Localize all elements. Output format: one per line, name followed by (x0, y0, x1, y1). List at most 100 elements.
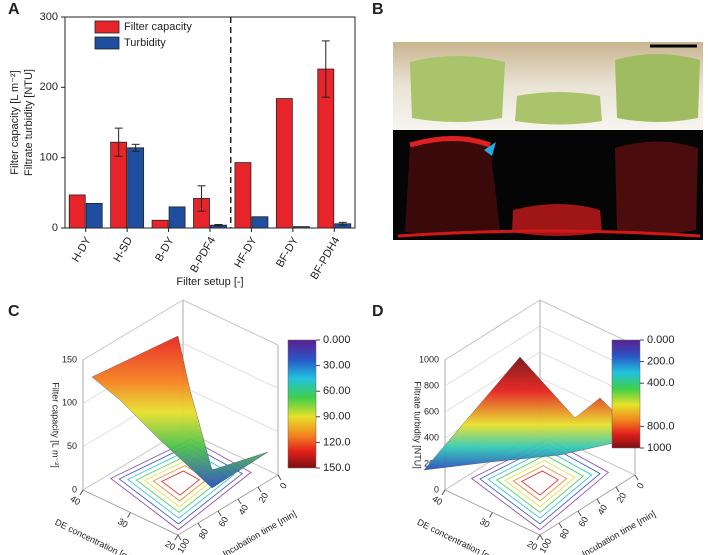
surface (423, 356, 641, 471)
y-tick (539, 534, 544, 541)
sample-fluor (512, 204, 602, 236)
contour (152, 465, 209, 502)
bar (85, 202, 103, 229)
bar (168, 206, 186, 229)
x-tick-label: 20 (163, 539, 177, 553)
contour (521, 470, 559, 496)
y-tick (197, 522, 202, 529)
y-tick-label: 200 (40, 81, 58, 93)
x-axis-label: DE concentration [g L⁻¹] (416, 517, 507, 555)
arrowhead (484, 142, 496, 156)
legend-label: Filter capacity (124, 21, 192, 33)
y-tick (277, 474, 282, 481)
colorbar-tick-label: 1000 (647, 442, 671, 454)
sample (615, 54, 700, 122)
y-axis-label: Filter capacity [L m⁻²] (9, 70, 21, 174)
grid-line (444, 351, 636, 413)
y-tick (615, 486, 620, 493)
grid-line (82, 299, 279, 361)
y-tick (634, 474, 639, 481)
error-bar (197, 185, 206, 212)
y-tick-label: 40 (237, 503, 251, 517)
surface (91, 335, 269, 489)
y-tick (237, 498, 242, 505)
contour (504, 459, 576, 507)
panel-label: C (8, 303, 20, 320)
panel-label: D (372, 303, 384, 320)
x-tick-label: 20 (525, 539, 539, 553)
y-tick-label: 20 (615, 491, 629, 505)
panel-label: B (372, 1, 384, 18)
y-axis-label: Incubation time [min] (221, 509, 298, 555)
bar (151, 219, 169, 229)
colorbar-tick-label: 400.0 (647, 377, 675, 389)
sample-fluor (409, 136, 491, 148)
sample-fluor (615, 141, 698, 234)
y-tick-label: 0 (278, 481, 289, 490)
z-tick-label: 400 (424, 432, 439, 442)
y-tick-label: 60 (217, 515, 231, 529)
x-tick (536, 534, 541, 541)
x-tick-label: 30 (478, 516, 492, 530)
x-tick-label: BF-PDH4 (308, 235, 342, 282)
x-tick (174, 534, 179, 541)
z-axis-label: Filter capacity [L m⁻²] (51, 382, 61, 467)
colorbar-tick-label: 200.0 (647, 356, 675, 368)
colorbar (611, 339, 641, 449)
error-bar (131, 143, 140, 152)
x-tick (79, 489, 84, 496)
x-tick-label: BF-DY (274, 234, 301, 269)
colorbar-tick-label: 0.000 (323, 334, 351, 346)
z-tick-label: 100 (62, 398, 77, 408)
y-tick-label: 20 (257, 491, 271, 505)
x-tick-label: 30 (116, 516, 130, 530)
y-tick (558, 522, 563, 529)
contour (161, 470, 200, 496)
z-tick-label: 600 (424, 406, 439, 416)
colorbar-tick-label: 90.00 (323, 411, 351, 423)
bar (234, 162, 252, 229)
z-tick-label: 0 (434, 484, 439, 494)
z-tick-label: 800 (424, 380, 439, 390)
legend-swatch (94, 20, 120, 34)
colorbar (287, 339, 317, 469)
z-tick-label: 0 (72, 484, 77, 494)
colorbar-tick-label: 30.00 (323, 360, 351, 372)
x-axis-label: Filter setup [-] (176, 276, 243, 288)
x-tick (127, 512, 131, 518)
error-bar (321, 40, 330, 98)
bar (68, 194, 86, 229)
x-tick-label: H-DY (70, 234, 94, 264)
y-tick-label: 60 (577, 515, 591, 529)
z-tick-label: 150 (62, 354, 77, 364)
z-tick-label: 1000 (419, 354, 439, 364)
photo (393, 42, 703, 240)
x-tick (441, 489, 446, 496)
sample (515, 92, 602, 125)
y-tick-label: 40 (596, 503, 610, 517)
y-axis-label: Filtrate turbidity [NTU] (23, 69, 35, 176)
bar (275, 98, 293, 229)
y-tick (217, 510, 222, 517)
colorbar-tick-label: 150.0 (323, 462, 351, 474)
x-tick (489, 512, 493, 518)
y-tick (257, 486, 262, 493)
bar (251, 216, 269, 229)
y-axis-label: Incubation time [min] (580, 509, 657, 555)
sample (410, 56, 505, 122)
y-tick (177, 534, 182, 541)
y-tick-label: 80 (197, 527, 211, 541)
y-tick-label: 100 (537, 537, 553, 555)
x-axis-label: DE concentration [g L⁻¹] (53, 517, 144, 555)
x-tick-label: 40 (68, 494, 82, 508)
z-axis-label: Filtrate turbidity [NTU] (413, 381, 423, 469)
error-bar (338, 221, 347, 226)
error-bar (214, 223, 223, 227)
colorbar-tick-label: 60.00 (323, 385, 351, 397)
y-tick (577, 510, 582, 517)
x-tick-label: HF-DY (232, 234, 260, 270)
z-tick-label: 50 (67, 441, 77, 451)
y-tick-label: 300 (40, 11, 58, 23)
y-tick-label: 80 (558, 527, 572, 541)
